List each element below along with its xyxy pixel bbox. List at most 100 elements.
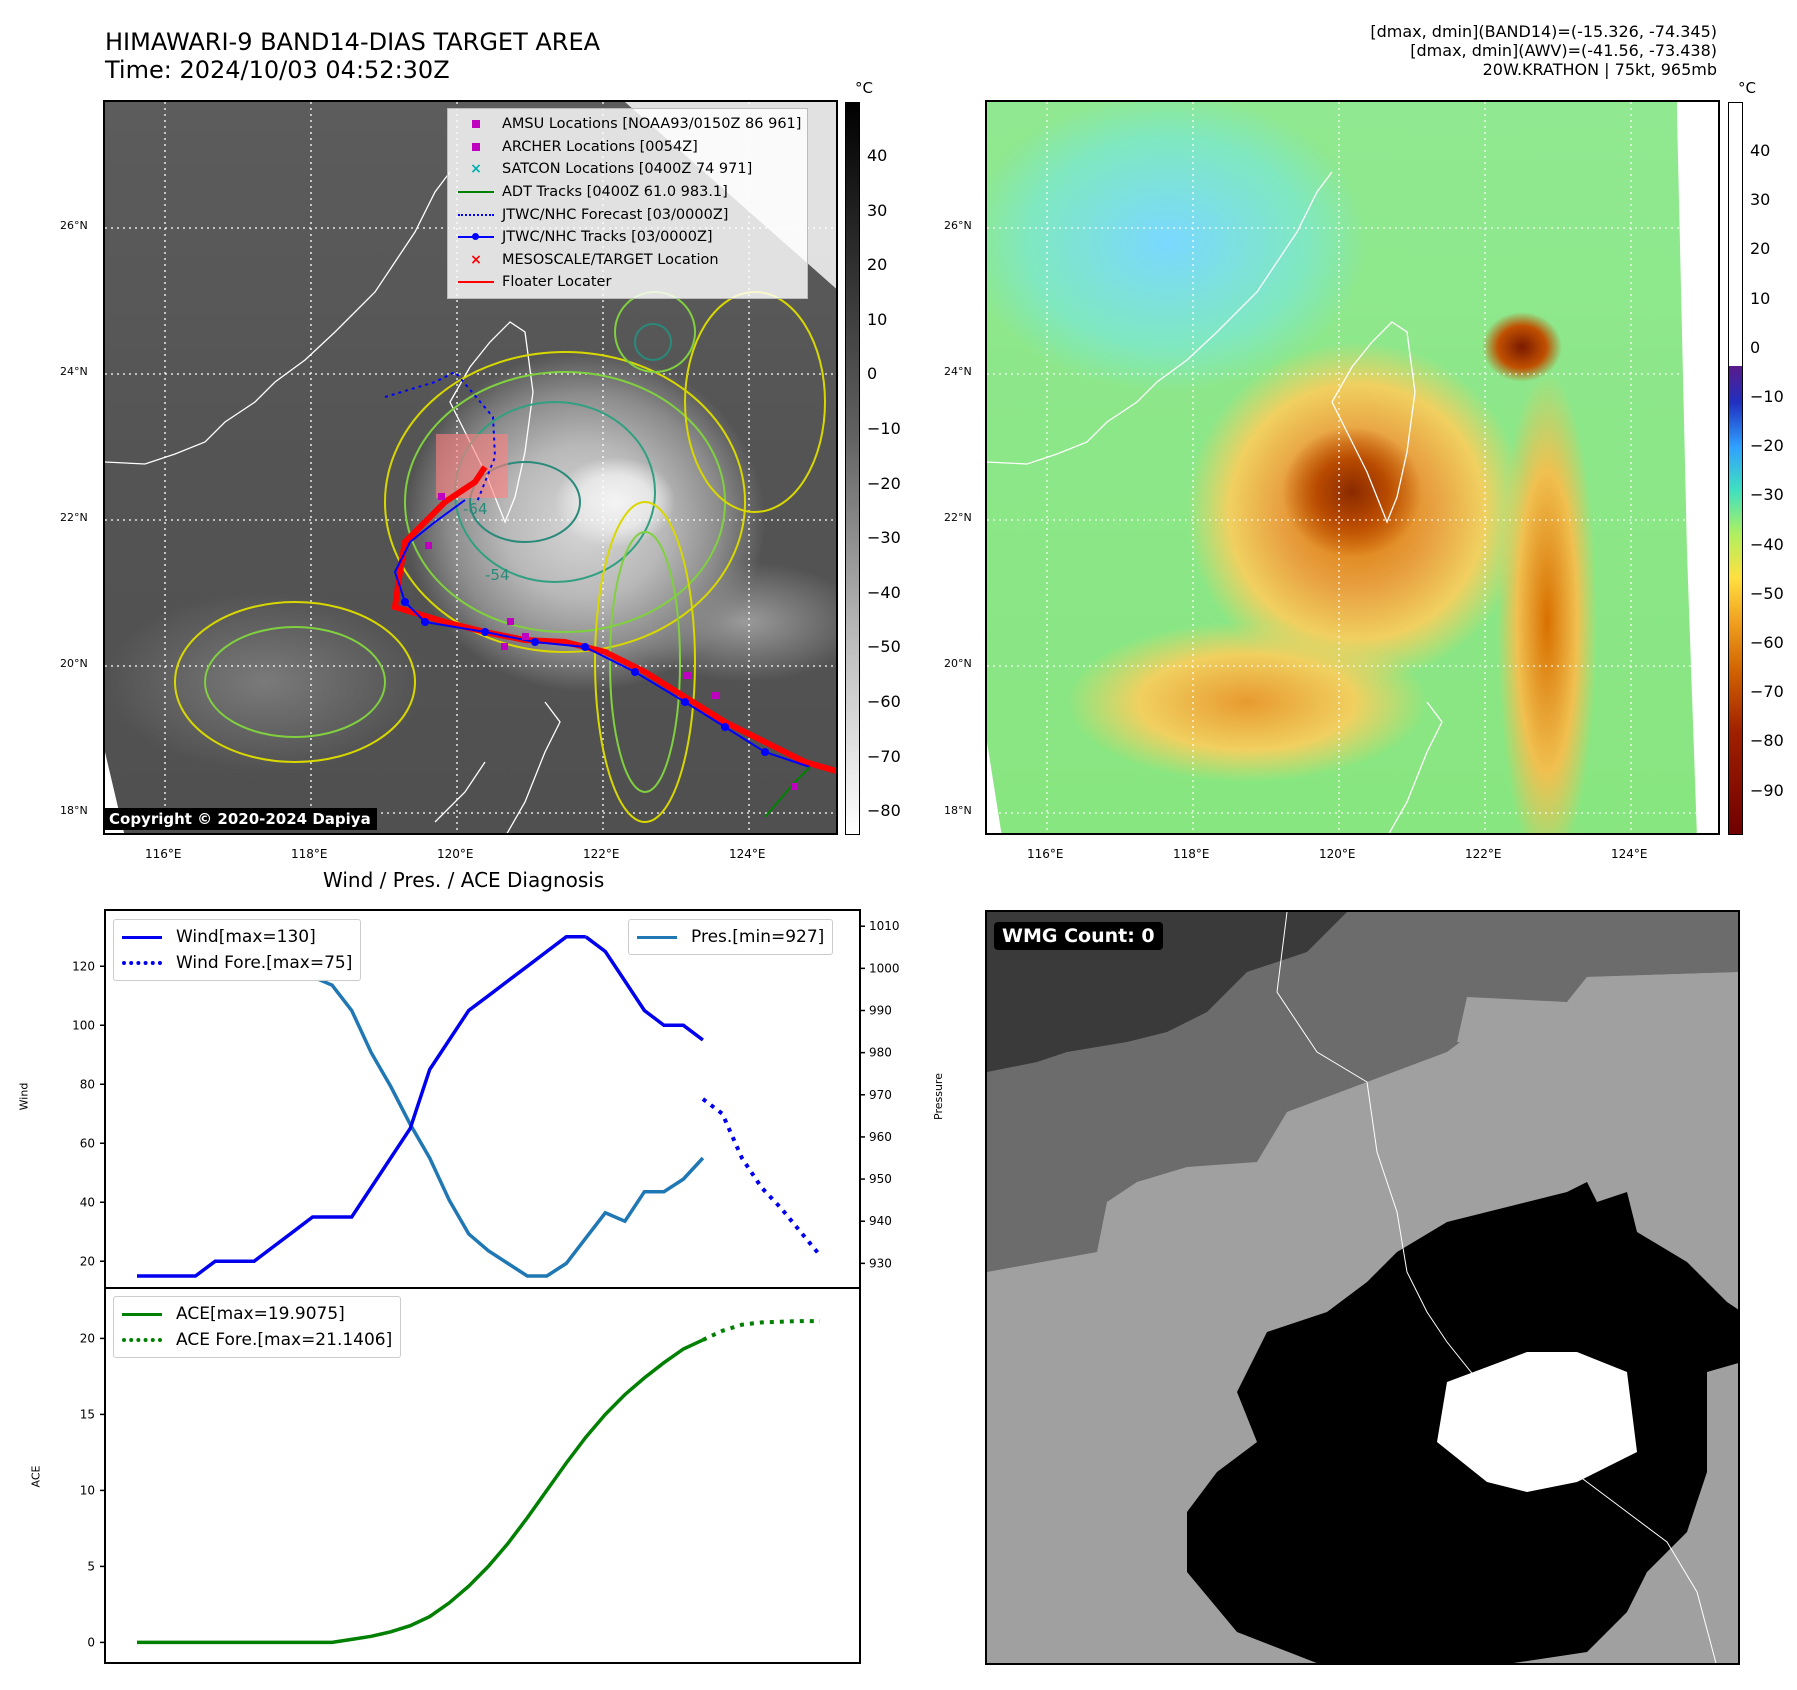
wind-ylabel: Wind xyxy=(17,1082,31,1111)
ace-series-line xyxy=(137,1338,704,1645)
pressure-tick-label: 960 xyxy=(869,1130,892,1144)
pressure-tick-label: 950 xyxy=(869,1172,892,1186)
colorbar-left-tick: −50 xyxy=(867,637,901,657)
blue-dotted-icon xyxy=(454,213,498,216)
awv-lon-label-118: 118°E xyxy=(1173,847,1210,861)
legend-row-adt: ADT Tracks [0400Z 61.0 983.1] xyxy=(454,181,801,204)
colorbar-right-tick: −80 xyxy=(1750,731,1784,751)
legend-label: ACE Fore.[max=21.1406] xyxy=(176,1330,393,1350)
wind-tick-label: 60 xyxy=(80,1136,95,1150)
pressure-ylabel: Pressure xyxy=(931,1073,945,1120)
wind-series-line xyxy=(137,935,586,1278)
awv-lat-label-22: 22°N xyxy=(944,511,972,524)
colorbar-left-tick: −10 xyxy=(867,419,901,438)
colorbar-right-tick: −70 xyxy=(1750,682,1784,702)
pressure-tick-label: 1010 xyxy=(869,919,900,933)
dotted-line-icon xyxy=(122,1338,162,1342)
wind-series-line xyxy=(701,1097,822,1257)
stats-storm: 20W.KRATHON | 75kt, 965mb xyxy=(1482,60,1717,79)
legend-row-pres: Pres.[min=927] xyxy=(637,924,824,950)
colorbar-right-tick: −20 xyxy=(1750,436,1784,456)
colorbar-left-tick: −20 xyxy=(867,473,901,493)
stats-awv: [dmax, dmin](AWV)=(-41.56, -73.438) xyxy=(1410,41,1717,60)
pressure-tick-label: 1000 xyxy=(869,961,900,975)
header-stats: [dmax, dmin](BAND14)=(-15.326, -74.345) … xyxy=(1370,22,1717,79)
pressure-tick-label: 990 xyxy=(869,1004,892,1018)
solid-line-icon xyxy=(122,935,162,939)
legend-row-satcon: × SATCON Locations [0400Z 74 971] xyxy=(454,158,801,181)
solid-line-icon xyxy=(637,935,677,939)
lat-label-18: 18°N xyxy=(60,804,88,817)
ace-ylabel: ACE xyxy=(29,1465,43,1488)
colorbar-right-tick: −40 xyxy=(1750,534,1784,554)
wind-tick-label: 20 xyxy=(80,1254,95,1268)
colorbar-right-tick: 10 xyxy=(1750,288,1771,308)
wind-tick-label: 80 xyxy=(80,1077,95,1091)
wmg-panel xyxy=(985,910,1740,1665)
legend-label: ACE[max=19.9075] xyxy=(176,1304,345,1324)
legend-label: AMSU Locations [NOAA93/0150Z 86 961] xyxy=(502,116,802,133)
pressure-legend: Pres.[min=927] xyxy=(628,919,834,955)
ir-map-panel: -64 -54 AMSU Locations [NOAA93/0150Z 86 … xyxy=(103,100,838,835)
legend-row-tracks: JTWC/NHC Tracks [03/0000Z] xyxy=(454,226,801,249)
awv-lat-label-20: 20°N xyxy=(944,657,972,670)
lat-label-26: 26°N xyxy=(60,219,88,232)
legend-label: JTWC/NHC Tracks [03/0000Z] xyxy=(502,229,713,246)
map-legend: AMSU Locations [NOAA93/0150Z 86 961] ARC… xyxy=(447,108,809,299)
colorbar-right-tick: −90 xyxy=(1750,780,1784,800)
wind-tick-label: 40 xyxy=(80,1195,95,1209)
legend-label: ARCHER Locations [0054Z] xyxy=(502,138,698,155)
stats-band14: [dmax, dmin](BAND14)=(-15.326, -74.345) xyxy=(1370,22,1717,41)
legend-label: Wind[max=130] xyxy=(176,927,316,947)
colorbar-right-tick: 30 xyxy=(1750,190,1771,210)
colorbar-right xyxy=(1728,102,1743,835)
colorbar-right-tick: −60 xyxy=(1750,633,1784,652)
colorbar-left-tick: 20 xyxy=(867,255,888,275)
legend-row-forecast: JTWC/NHC Forecast [03/0000Z] xyxy=(454,203,801,226)
legend-row-target: × MESOSCALE/TARGET Location xyxy=(454,249,801,272)
colorbar-right-tick: 0 xyxy=(1750,337,1761,357)
awv-lat-label-24: 24°N xyxy=(944,365,972,378)
ace-legend: ACE[max=19.9075] ACE Fore.[max=21.1406] xyxy=(113,1296,402,1358)
ace-tick-label: 0 xyxy=(87,1635,95,1649)
lat-label-22: 22°N xyxy=(60,511,88,524)
colorbar-right-tick: −10 xyxy=(1750,387,1784,406)
legend-label: JTWC/NHC Forecast [03/0000Z] xyxy=(502,206,729,223)
legend-row-amsu: AMSU Locations [NOAA93/0150Z 86 961] xyxy=(454,113,801,136)
figure-title: HIMAWARI-9 BAND14-DIAS TARGET AREA Time:… xyxy=(105,28,600,84)
lat-label-20: 20°N xyxy=(60,657,88,670)
colorbar-left-tick: −60 xyxy=(867,692,901,711)
awv-map-panel xyxy=(985,100,1720,835)
wind-series-line xyxy=(584,935,704,1042)
wmg-count-badge: WMG Count: 0 xyxy=(994,922,1163,950)
awv-map-overlay xyxy=(987,102,1718,833)
lon-label-118: 118°E xyxy=(291,847,328,861)
lon-label-122: 122°E xyxy=(583,847,620,861)
magenta-square-icon xyxy=(454,120,498,129)
pressure-tick-label: 980 xyxy=(869,1046,892,1060)
colorbar-right-unit: °C xyxy=(1738,79,1756,97)
legend-row-archer: ARCHER Locations [0054Z] xyxy=(454,136,801,159)
colorbar-left-unit: °C xyxy=(855,79,873,97)
colorbar-left-tick: 0 xyxy=(867,364,878,384)
lon-label-120: 120°E xyxy=(437,847,474,861)
wind-tick-label: 100 xyxy=(72,1018,95,1032)
colorbar-right-tick: −50 xyxy=(1750,583,1784,603)
legend-label: Pres.[min=927] xyxy=(691,927,825,947)
pressure-tick-label: 970 xyxy=(869,1088,892,1102)
colorbar-left-tick: −80 xyxy=(867,801,901,821)
green-line-icon xyxy=(454,191,498,194)
legend-row-wind: Wind[max=130] xyxy=(122,924,352,950)
legend-label: Wind Fore.[max=75] xyxy=(176,953,353,973)
red-x-icon: × xyxy=(470,251,482,268)
legend-label: MESOSCALE/TARGET Location xyxy=(502,251,719,268)
lat-label-24: 24°N xyxy=(60,365,88,378)
colorbar-left-tick: −40 xyxy=(867,582,901,602)
colorbar-right-tick: 40 xyxy=(1750,141,1771,160)
red-line-icon xyxy=(454,281,498,284)
contour-label-64: -64 xyxy=(463,500,488,518)
magenta-square-icon xyxy=(454,142,498,151)
pressure-tick-label: 940 xyxy=(869,1214,892,1228)
colorbar-left xyxy=(845,102,860,835)
colorbar-left-tick: 40 xyxy=(867,146,888,165)
